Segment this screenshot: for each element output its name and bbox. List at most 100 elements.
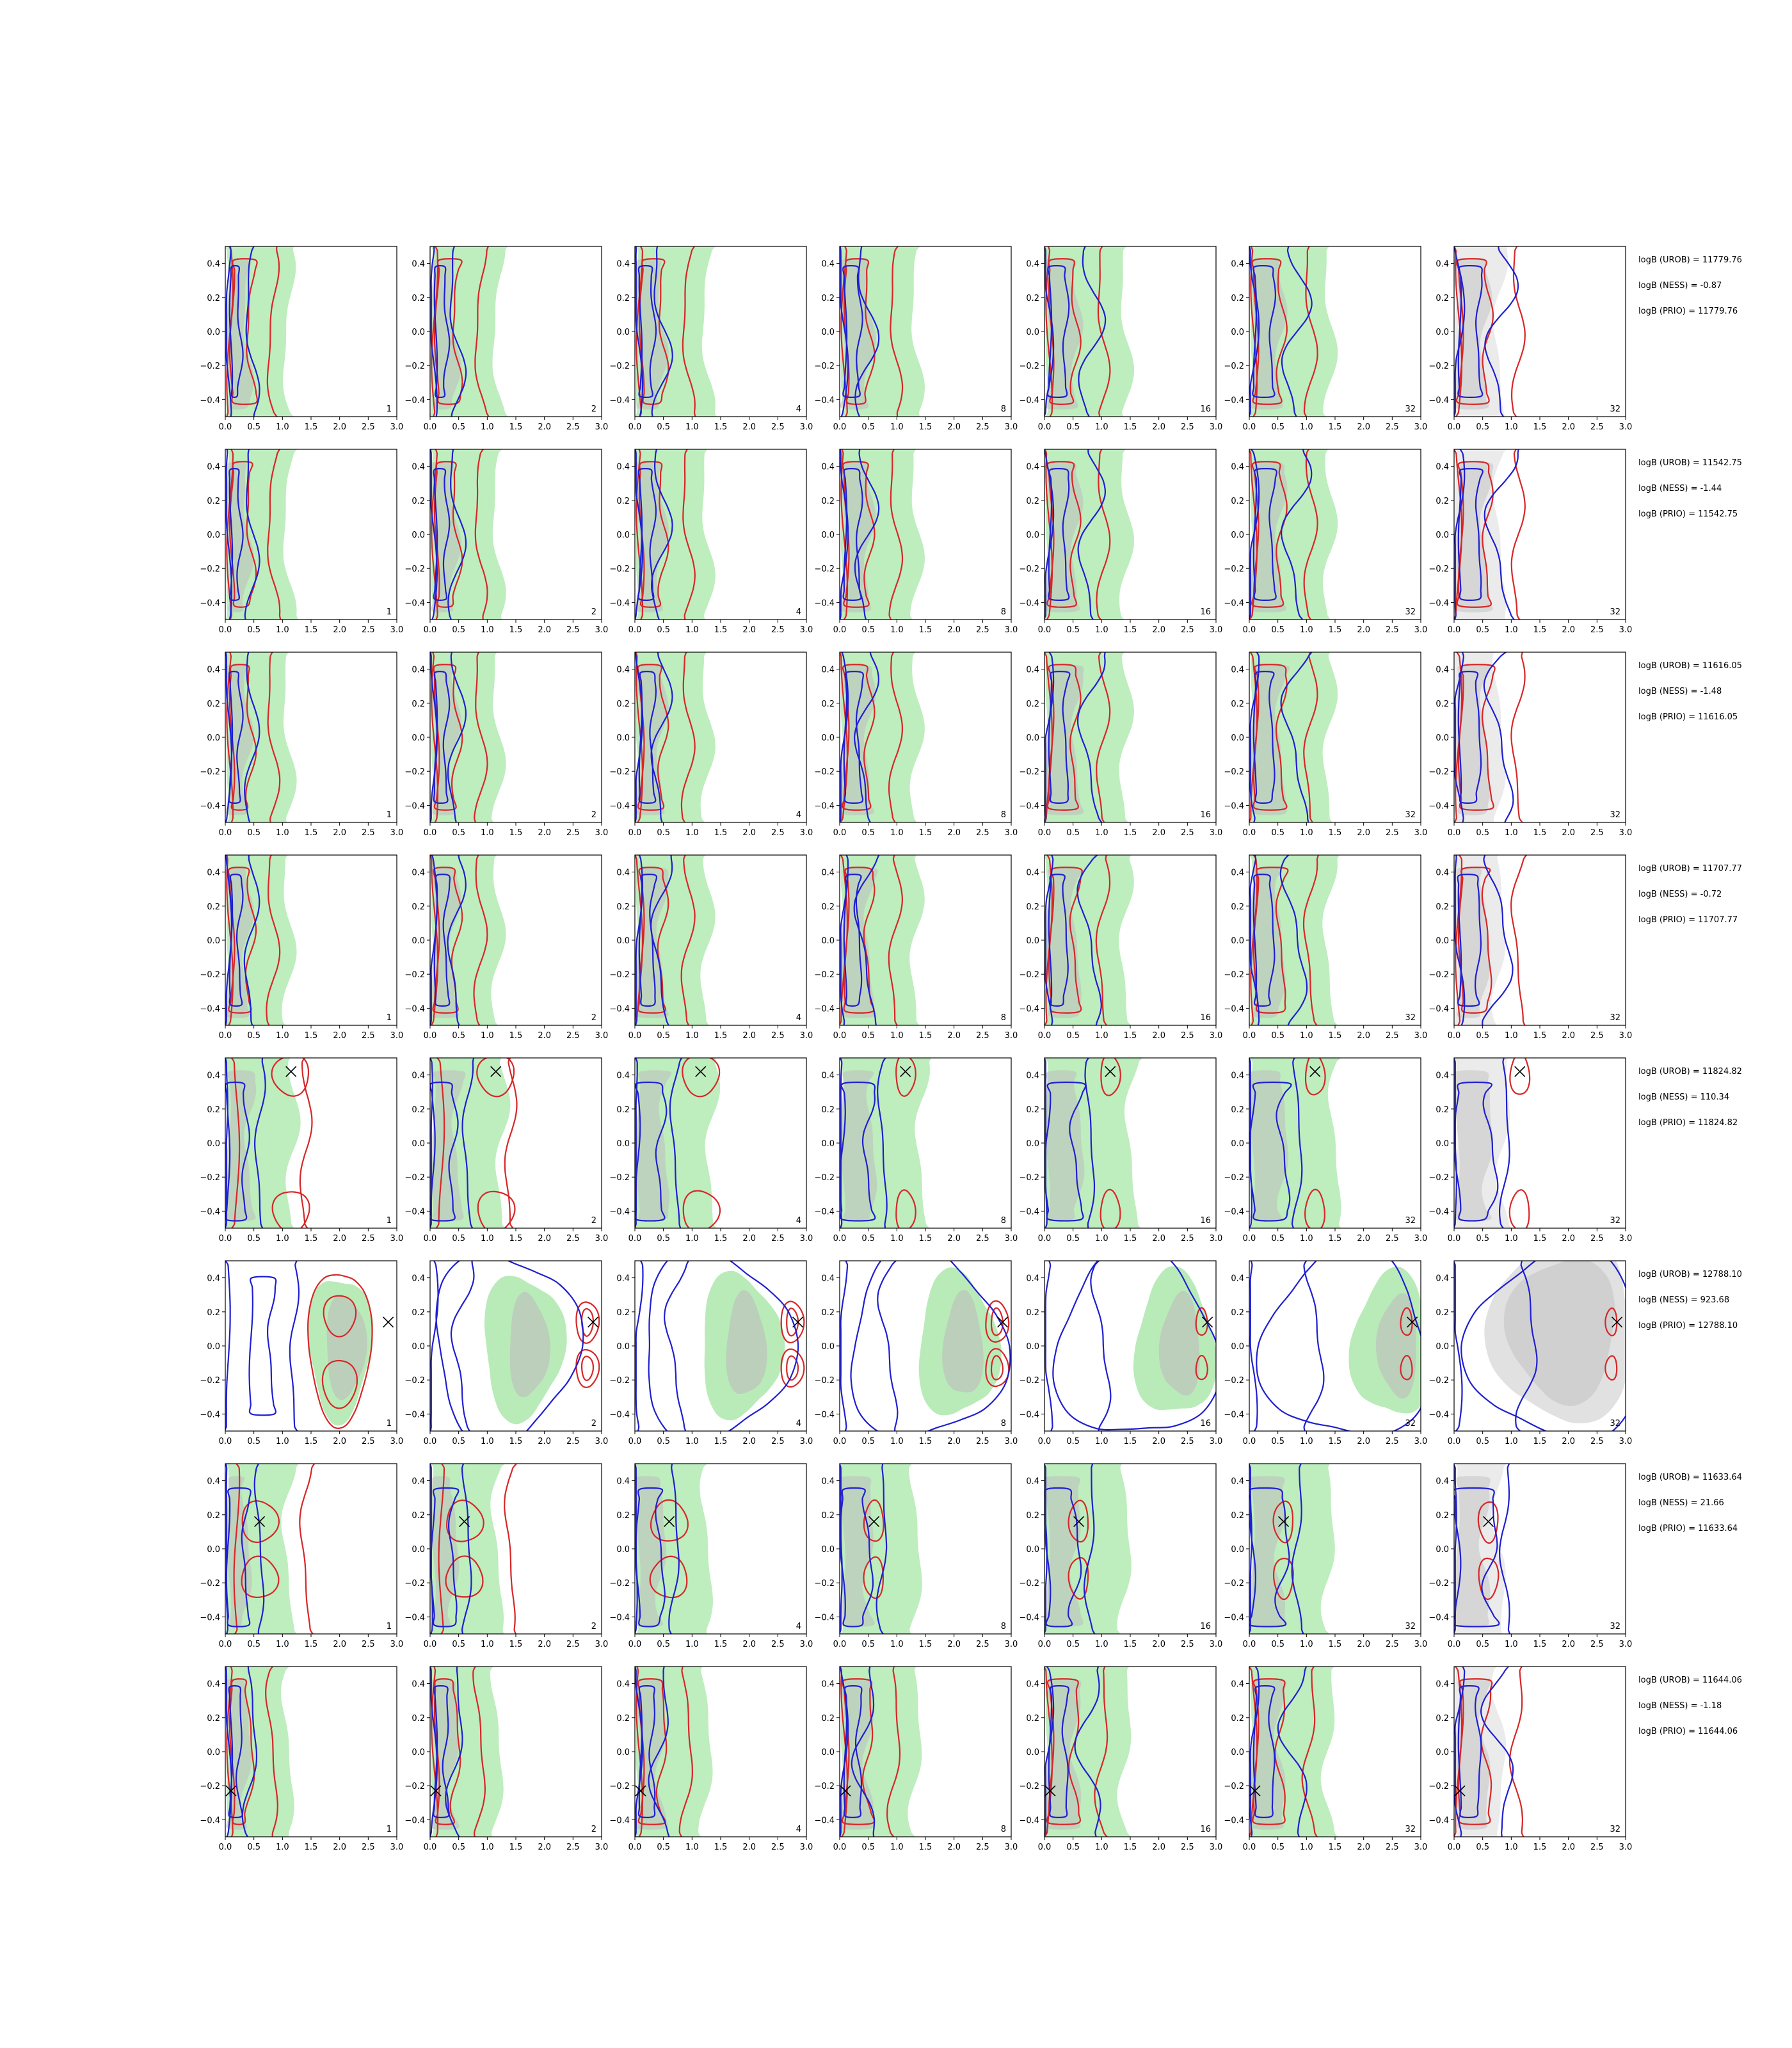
gray-density-region bbox=[225, 1070, 257, 1221]
x-tick-label: 0.5 bbox=[1271, 828, 1284, 838]
x-tick-label: 3.0 bbox=[1414, 625, 1428, 635]
y-tick-label: −0.4 bbox=[200, 1816, 220, 1825]
y-tick-label: 0.2 bbox=[1436, 1308, 1449, 1318]
y-tick-label: 0.2 bbox=[616, 1105, 630, 1115]
x-tick-label: 3.0 bbox=[390, 828, 404, 838]
blue-contour-outer bbox=[1454, 652, 1514, 822]
x-tick-label: 0.0 bbox=[1038, 422, 1052, 432]
x-tick-label: 1.5 bbox=[509, 422, 523, 432]
y-tick-label: −0.4 bbox=[200, 1613, 220, 1622]
y-tick-label: −0.4 bbox=[609, 1207, 630, 1217]
x-tick-label: 3.0 bbox=[1005, 422, 1018, 432]
x-tick-label: 2.0 bbox=[538, 1234, 551, 1244]
y-tick-label: −0.2 bbox=[1224, 1173, 1244, 1183]
blue-contour-inner bbox=[225, 1487, 252, 1628]
red-contour-upper bbox=[476, 1058, 515, 1098]
y-tick-label: 0.4 bbox=[1026, 666, 1039, 675]
panel-label: 8 bbox=[1001, 1622, 1006, 1631]
y-tick-label: 0.4 bbox=[821, 666, 835, 675]
y-tick-label: 0.0 bbox=[1231, 1748, 1244, 1757]
x-tick-label: 2.0 bbox=[1152, 1437, 1165, 1446]
blue-contour-inner bbox=[1044, 1261, 1112, 1431]
x-tick-label: 2.5 bbox=[362, 828, 375, 838]
x-tick-label: 1.5 bbox=[305, 422, 318, 432]
x-tick-label: 3.0 bbox=[1619, 1437, 1633, 1446]
red-contour-upper bbox=[446, 1500, 484, 1542]
x-tick-label: 2.0 bbox=[742, 1031, 756, 1041]
y-tick-label: 0.2 bbox=[616, 1714, 630, 1724]
logb-text: logB (PRIO) = 11633.64 bbox=[1638, 1524, 1738, 1533]
panel-label: 16 bbox=[1200, 1419, 1211, 1428]
red-contour-outer bbox=[233, 1464, 316, 1634]
y-tick-label: 0.4 bbox=[412, 463, 425, 472]
x-tick-label: 0.5 bbox=[247, 1031, 260, 1041]
x-tick-label: 1.0 bbox=[1095, 625, 1108, 635]
y-tick-label: 0.4 bbox=[1436, 868, 1449, 878]
logb-text: logB (PRIO) = 11824.82 bbox=[1638, 1118, 1738, 1128]
y-tick-label: −0.2 bbox=[1428, 362, 1449, 371]
red-contour-inner bbox=[228, 1678, 255, 1825]
blue-contour-outer bbox=[1044, 449, 1107, 620]
y-tick-label: −0.4 bbox=[609, 396, 630, 405]
y-tick-label: 0.0 bbox=[1231, 936, 1244, 946]
y-tick-label: 0.4 bbox=[821, 1477, 835, 1487]
x-tick-label: 1.0 bbox=[890, 1031, 904, 1041]
y-tick-label: 0.0 bbox=[412, 531, 425, 540]
panel-r0-c4: 0.0 0.5 1.0 1.5 2.0 2.5 3.0 −0.4 −0.2 0.0 0.2 0.4 16 bbox=[1019, 246, 1222, 432]
y-tick-label: −0.2 bbox=[1019, 1173, 1039, 1183]
x-tick-label: 2.0 bbox=[1562, 828, 1575, 838]
y-tick-label: 0.4 bbox=[616, 1680, 630, 1690]
panel-label: 32 bbox=[1610, 810, 1620, 820]
red-contour-lower bbox=[1100, 1188, 1121, 1228]
y-tick-label: 0.0 bbox=[616, 1139, 630, 1149]
panel-label: 16 bbox=[1200, 607, 1211, 617]
x-tick-label: 2.5 bbox=[1386, 625, 1399, 635]
red-contour-outer bbox=[1454, 449, 1526, 620]
x-tick-label: 1.5 bbox=[1329, 422, 1342, 432]
red-contour-outer bbox=[1249, 652, 1318, 822]
x-tick-label: 3.0 bbox=[1210, 1234, 1223, 1244]
panel-label: 4 bbox=[796, 1825, 801, 1834]
x-tick-label: 0.0 bbox=[1243, 1031, 1256, 1041]
panel-label: 32 bbox=[1405, 1825, 1416, 1834]
x-tick-label: 0.0 bbox=[219, 1031, 232, 1041]
x-tick-label: 2.0 bbox=[1357, 422, 1370, 432]
gray-density-region bbox=[430, 461, 461, 612]
red-contour-outer bbox=[840, 1667, 901, 1837]
y-tick-label: 0.0 bbox=[1026, 936, 1039, 946]
x-tick-label: 1.0 bbox=[1505, 1640, 1518, 1649]
x-tick-label: 2.0 bbox=[1152, 1234, 1165, 1244]
y-tick-label: 0.0 bbox=[1436, 733, 1449, 743]
y-tick-label: 0.4 bbox=[207, 1680, 220, 1690]
x-tick-label: 1.0 bbox=[1095, 828, 1108, 838]
x-tick-label: 3.0 bbox=[800, 1031, 813, 1041]
y-tick-label: 0.0 bbox=[821, 1139, 835, 1149]
x-tick-label: 1.0 bbox=[276, 1843, 289, 1852]
x-tick-label: 1.0 bbox=[1300, 828, 1313, 838]
true-value-marker bbox=[1249, 1785, 1261, 1796]
x-tick-label: 2.5 bbox=[1590, 1031, 1604, 1041]
x-tick-label: 2.0 bbox=[742, 625, 756, 635]
y-tick-label: −0.4 bbox=[814, 1613, 835, 1622]
y-tick-label: 0.2 bbox=[821, 1511, 835, 1521]
logb-text: logB (NESS) = -1.18 bbox=[1638, 1701, 1722, 1711]
x-tick-label: 2.0 bbox=[1357, 1843, 1370, 1852]
y-tick-label: 0.2 bbox=[616, 497, 630, 506]
panel-r1-c3: 0.0 0.5 1.0 1.5 2.0 2.5 3.0 −0.4 −0.2 0.0 0.2 0.4 8 bbox=[814, 449, 1018, 635]
blue-contour-outer bbox=[225, 1667, 258, 1837]
x-tick-label: 1.0 bbox=[481, 1234, 494, 1244]
panel-r1-c4: 0.0 0.5 1.0 1.5 2.0 2.5 3.0 −0.4 −0.2 0.0 0.2 0.4 16 bbox=[1019, 449, 1222, 635]
x-tick-label: 3.0 bbox=[595, 422, 609, 432]
y-tick-label: −0.4 bbox=[814, 1410, 835, 1420]
x-tick-label: 3.0 bbox=[1619, 828, 1633, 838]
y-tick-label: −0.4 bbox=[814, 801, 835, 811]
blue-contour-outer bbox=[1454, 855, 1514, 1025]
blue-contour-outer bbox=[635, 246, 673, 417]
x-tick-label: 1.5 bbox=[1533, 1437, 1547, 1446]
x-tick-label: 2.0 bbox=[1562, 422, 1575, 432]
x-tick-label: 2.5 bbox=[1181, 1843, 1194, 1852]
panel-label: 32 bbox=[1610, 1419, 1620, 1428]
x-tick-label: 3.0 bbox=[1619, 625, 1633, 635]
x-tick-label: 3.0 bbox=[1414, 1234, 1428, 1244]
x-tick-label: 2.5 bbox=[566, 422, 580, 432]
